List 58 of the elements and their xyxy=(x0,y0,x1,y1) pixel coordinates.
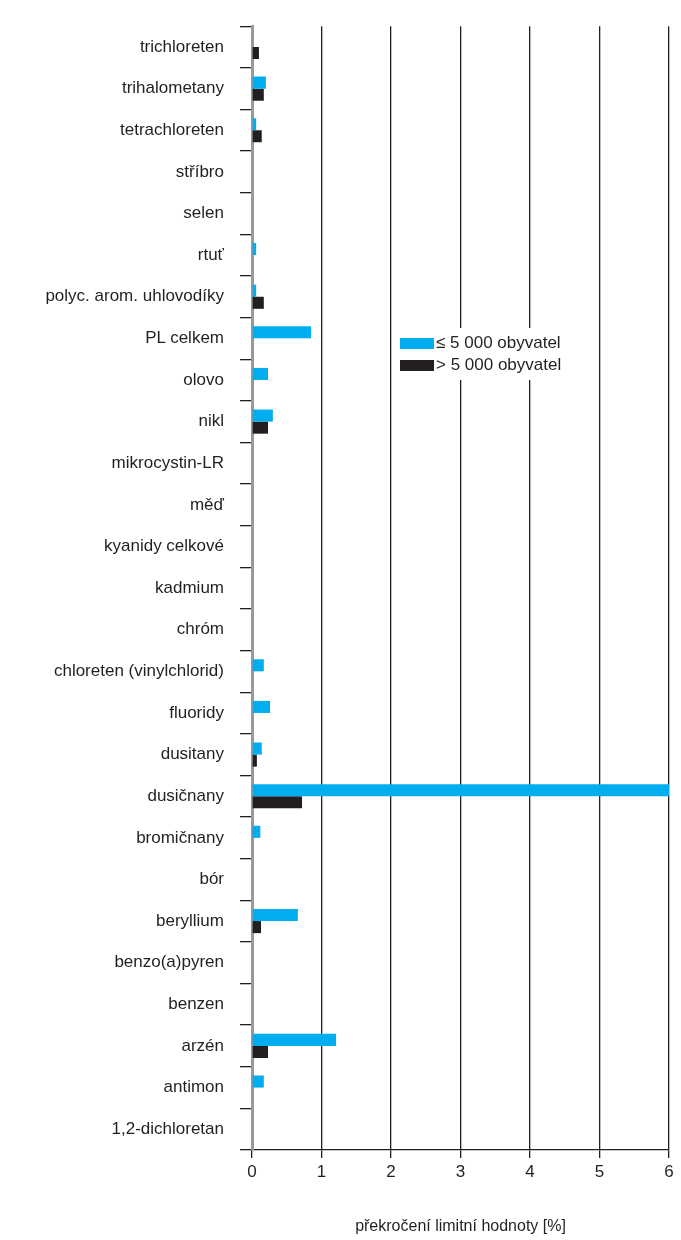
bar xyxy=(252,700,271,713)
y-tick-label: dusitany xyxy=(160,744,225,764)
bar xyxy=(252,796,303,809)
y-tick-label: kadmium xyxy=(155,577,224,597)
x-tick-label: 4 xyxy=(525,1161,535,1181)
y-tick-label: kyanidy celkové xyxy=(103,536,224,556)
bar xyxy=(252,825,261,838)
y-tick-label: nikl xyxy=(198,411,224,431)
x-tick-label: 2 xyxy=(386,1161,396,1181)
bar xyxy=(252,742,262,755)
x-tick-label: 6 xyxy=(664,1161,674,1181)
bar xyxy=(252,367,268,380)
y-tick-label: bór xyxy=(199,869,225,889)
bar xyxy=(252,1033,337,1046)
y-tick-label: benzen xyxy=(168,994,224,1014)
y-tick-label: tetrachloreten xyxy=(120,119,224,139)
y-tick-label: fluoridy xyxy=(169,702,225,722)
y-tick-label: antimon xyxy=(163,1077,224,1097)
bar xyxy=(252,76,266,89)
y-tick-label: beryllium xyxy=(155,910,224,930)
y-tick-label: benzo(a)pyren xyxy=(114,952,224,972)
legend-label: > 5 000 obyvatel xyxy=(436,354,562,376)
bar xyxy=(252,88,264,101)
y-tick-label: bromičnany xyxy=(136,827,225,847)
bar xyxy=(252,130,262,143)
bar xyxy=(252,659,264,672)
y-tick-label: rtuť xyxy=(197,244,225,264)
x-tick-label: 1 xyxy=(316,1161,327,1181)
x-tick-label: 5 xyxy=(594,1161,605,1181)
bar xyxy=(252,421,268,434)
bar xyxy=(252,296,264,309)
bar xyxy=(252,409,273,422)
y-tick-label: polyc. arom. uhlovodíky xyxy=(45,286,225,306)
y-tick-label: olovo xyxy=(183,369,224,389)
y-tick-label: arzén xyxy=(181,1035,224,1055)
bar xyxy=(252,921,262,934)
bar xyxy=(252,1075,264,1088)
x-tick-label: 3 xyxy=(455,1161,466,1181)
x-axis-title: překročení limitní hodnoty [%] xyxy=(355,1216,566,1234)
bar xyxy=(252,1045,268,1059)
x-tick-label: 0 xyxy=(247,1161,257,1181)
y-tick-label: trichloreten xyxy=(139,36,224,56)
y-tick-label: chróm xyxy=(176,619,224,639)
bar xyxy=(252,754,257,767)
y-tick-label: dusičnany xyxy=(147,785,225,805)
legend-label: ≤ 5 000 obyvatel xyxy=(436,332,561,354)
y-tick-label: trihalometany xyxy=(121,78,225,98)
bar xyxy=(252,326,312,339)
y-tick-label: selen xyxy=(183,203,224,223)
y-tick-label: chloreten (vinylchlorid) xyxy=(53,661,224,681)
y-tick-label: měď xyxy=(189,494,225,514)
bar xyxy=(252,909,298,922)
bar xyxy=(252,47,259,60)
y-tick-label: 1,2-dichloretan xyxy=(111,1118,224,1138)
y-tick-label: mikrocystin-LR xyxy=(111,452,224,472)
y-tick-label: PL celkem xyxy=(145,328,224,348)
bar xyxy=(252,784,669,797)
y-tick-label: stříbro xyxy=(175,161,224,181)
